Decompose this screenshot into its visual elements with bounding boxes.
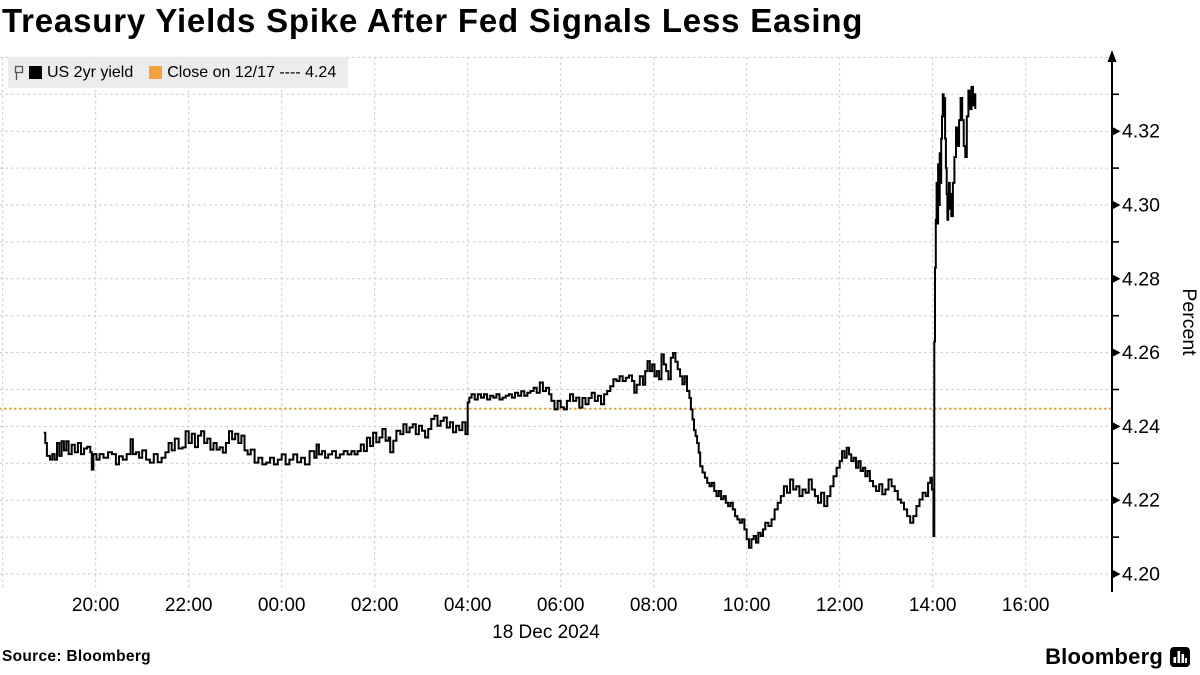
y-major-tick: [1112, 495, 1121, 505]
x-tick-label: 20:00: [72, 595, 120, 616]
bloomberg-wordmark: Bloomberg: [1045, 644, 1163, 669]
series-swatch-icon: [29, 66, 42, 79]
y-major-tick: [1112, 421, 1121, 431]
bloomberg-logo: Bloomberg: [1045, 644, 1190, 670]
percent-axis-label: Percent: [1178, 288, 1200, 356]
y-tick-label: 4.24: [1122, 416, 1160, 438]
yield-line: [43, 85, 977, 549]
y-tick-label: 4.28: [1122, 268, 1160, 290]
y-tick-label: 4.30: [1122, 195, 1160, 217]
x-tick-label: 06:00: [537, 595, 585, 616]
x-tick-label: 16:00: [1002, 595, 1050, 616]
x-tick-label: 22:00: [165, 595, 213, 616]
x-tick-label: 04:00: [444, 595, 492, 616]
y-major-tick: [1112, 200, 1121, 210]
bloomberg-logo-icon: [1170, 647, 1190, 667]
legend-item-close: Close on 12/17 ---- 4.24: [149, 64, 336, 82]
chart-title: Treasury Yields Spike After Fed Signals …: [2, 2, 864, 39]
legend: US 2yr yield Close on 12/17 ---- 4.24: [8, 57, 349, 88]
y-tick-label: 4.32: [1122, 121, 1160, 143]
y-major-tick: [1112, 569, 1121, 579]
y-major-tick: [1112, 348, 1121, 358]
x-axis-date-label: 18 Dec 2024: [492, 622, 600, 643]
legend-close-label: Close on 12/17 ---- 4.24: [167, 63, 337, 81]
x-tick-label: 08:00: [630, 595, 678, 616]
y-major-tick: [1112, 274, 1121, 284]
x-tick-label: 14:00: [909, 595, 957, 616]
x-tick-label: 00:00: [258, 595, 306, 616]
tracker-flag-icon: [14, 65, 24, 80]
x-tick-label: 10:00: [723, 595, 771, 616]
x-tick-label: 02:00: [351, 595, 399, 616]
legend-series-label: US 2yr yield: [47, 63, 134, 81]
y-tick-label: 4.26: [1122, 342, 1160, 364]
legend-item-series: US 2yr yield: [14, 64, 133, 82]
x-tick-label: 12:00: [816, 595, 864, 616]
y-tick-label: 4.22: [1122, 490, 1160, 512]
close-swatch-icon: [149, 66, 163, 79]
y-tick-label: 4.20: [1122, 564, 1160, 586]
y-major-tick: [1112, 126, 1121, 136]
y-axis-arrow-icon: [1107, 50, 1117, 62]
source-label: Source: Bloomberg: [2, 648, 151, 665]
